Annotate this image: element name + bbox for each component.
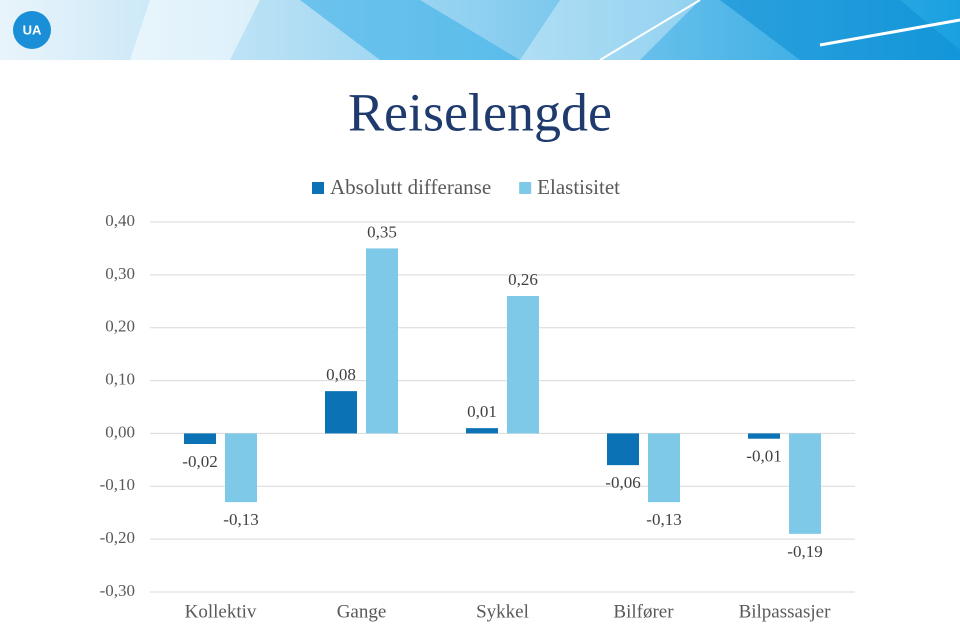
bar [607, 433, 639, 466]
legend-swatch [519, 182, 532, 194]
x-tick-label: Sykkel [476, 601, 529, 622]
value-label: 0,01 [467, 402, 497, 421]
logo: UA [23, 22, 42, 37]
bar [466, 428, 498, 434]
y-tick-label: 0,10 [105, 369, 135, 388]
x-tick-label: Bilfører [613, 601, 674, 622]
bar [225, 433, 257, 503]
legend-label: Elastisitet [537, 175, 620, 199]
value-label: -0,19 [787, 542, 822, 561]
y-tick-label: -0,10 [100, 475, 135, 494]
value-label: -0,01 [746, 447, 781, 466]
bar [366, 248, 398, 434]
value-label: -0,02 [182, 452, 217, 471]
bar [507, 296, 539, 434]
y-tick-label: -0,30 [100, 581, 135, 600]
legend-swatch [312, 182, 324, 194]
banner: UA [0, 0, 960, 61]
value-label: -0,13 [223, 510, 258, 529]
y-tick-label: 0,40 [105, 211, 135, 230]
legend-label: Absolutt differanse [330, 175, 491, 199]
y-tick-label: 0,00 [105, 422, 135, 441]
x-tick-label: Kollektiv [185, 601, 257, 622]
value-label: -0,06 [605, 473, 640, 492]
value-label: -0,13 [646, 510, 681, 529]
bar [789, 433, 821, 534]
bar [184, 433, 216, 444]
bar [648, 433, 680, 503]
bar [325, 391, 357, 434]
value-label: 0,08 [326, 365, 356, 384]
x-tick-label: Bilpassasjer [739, 601, 831, 622]
value-label: 0,26 [508, 270, 538, 289]
chart-title: Reiselengde [348, 82, 612, 142]
x-tick-label: Gange [337, 601, 387, 622]
y-tick-label: 0,20 [105, 317, 135, 336]
y-tick-label: -0,20 [100, 528, 135, 547]
value-label: 0,35 [367, 222, 397, 241]
bar [748, 433, 780, 439]
y-tick-label: 0,30 [105, 264, 135, 283]
